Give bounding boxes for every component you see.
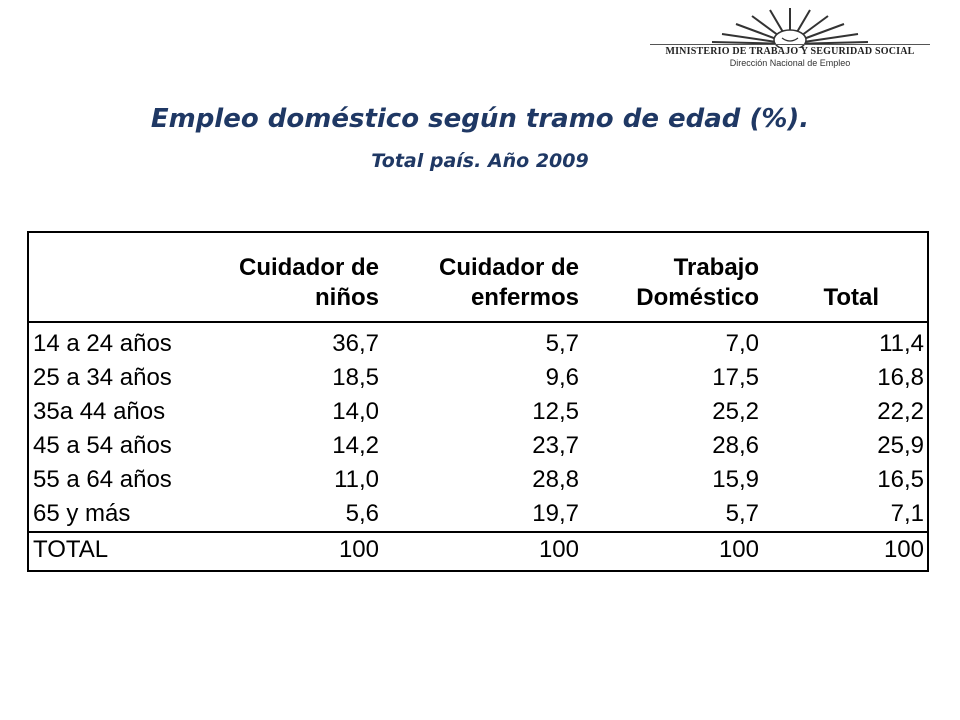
logo-divider — [650, 44, 930, 45]
cell-value: 18,5 — [332, 364, 379, 391]
cell-value: 16,8 — [877, 364, 924, 391]
cell-value: 5,7 — [725, 500, 759, 527]
header-line: Doméstico — [636, 284, 759, 311]
ministry-logo: MINISTERIO DE TRABAJO Y SEGURIDAD SOCIAL… — [640, 4, 940, 68]
cell-value: 7,1 — [890, 500, 924, 527]
cell-value: 14,0 — [332, 398, 379, 425]
cell-value: 15,9 — [712, 466, 759, 493]
employment-table: Cuidador de niños Cuidador de enfermos T… — [29, 233, 927, 567]
header-cuidador-enfermos: Cuidador de enfermos — [382, 233, 582, 323]
table-total-row: TOTAL 100 100 100 100 — [29, 531, 927, 567]
cell-value: 12,5 — [532, 398, 579, 425]
cell-value: 17,5 — [712, 364, 759, 391]
row-label: 25 a 34 años — [33, 364, 172, 391]
cell-value: 28,8 — [532, 466, 579, 493]
row-label: 65 y más — [33, 500, 131, 527]
cell-value: 14,2 — [332, 432, 379, 459]
cell-value: 11,0 — [334, 466, 379, 493]
logo-department: Dirección Nacional de Empleo — [729, 58, 851, 68]
table-row: 35a 44 años 14,0 12,5 25,2 22,2 — [29, 395, 927, 429]
cell-value: 100 — [762, 531, 927, 567]
sun-emblem-icon — [711, 8, 869, 48]
cell-value: 19,7 — [532, 500, 579, 527]
header-trabajo-domestico: Trabajo Doméstico — [582, 233, 762, 323]
header-cuidador-ninos: Cuidador de niños — [189, 233, 382, 323]
row-label: 35a 44 años — [33, 398, 166, 425]
header-line: Cuidador de — [238, 254, 379, 281]
cell-value: 9,6 — [545, 364, 579, 391]
table-row: 14 a 24 años 36,7 5,7 7,0 11,4 — [29, 322, 927, 361]
page-subtitle: Total país. Año 2009 — [371, 150, 589, 172]
table-row: 55 a 64 años 11,0 28,8 15,9 16,5 — [29, 463, 927, 497]
logo-organization: MINISTERIO DE TRABAJO Y SEGURIDAD SOCIAL — [665, 46, 915, 57]
header-line: Trabajo — [673, 254, 759, 281]
cell-value: 7,0 — [725, 330, 759, 357]
table-row: 25 a 34 años 18,5 9,6 17,5 16,8 — [29, 361, 927, 395]
cell-value: 100 — [189, 531, 382, 567]
header-stub — [29, 233, 189, 323]
cell-value: 16,5 — [877, 466, 924, 493]
cell-value: 28,6 — [712, 432, 759, 459]
cell-value: 25,9 — [877, 432, 924, 459]
cell-value: 25,2 — [712, 398, 759, 425]
header-line: enfermos — [470, 284, 579, 311]
row-label: 45 a 54 años — [33, 432, 172, 459]
cell-value: 100 — [382, 531, 582, 567]
header-total: Total — [762, 233, 927, 323]
cell-value: 23,7 — [532, 432, 579, 459]
page-title: Empleo doméstico según tramo de edad (%)… — [150, 104, 810, 134]
row-label: 14 a 24 años — [33, 330, 172, 357]
table-header-row: Cuidador de niños Cuidador de enfermos T… — [29, 233, 927, 323]
cell-value: 11,4 — [879, 330, 924, 357]
header-line: Total — [823, 284, 879, 311]
header-line: Cuidador de — [438, 254, 579, 281]
cell-value: 36,7 — [332, 330, 379, 357]
table-row: 65 y más 5,6 19,7 5,7 7,1 — [29, 497, 927, 532]
data-table-frame: Cuidador de niños Cuidador de enfermos T… — [27, 231, 929, 572]
header-line: niños — [315, 284, 379, 311]
total-label: TOTAL — [29, 531, 189, 567]
row-label: 55 a 64 años — [33, 466, 172, 493]
table-row: 45 a 54 años 14,2 23,7 28,6 25,9 — [29, 429, 927, 463]
cell-value: 22,2 — [877, 398, 924, 425]
cell-value: 5,7 — [545, 330, 579, 357]
cell-value: 5,6 — [345, 500, 379, 527]
cell-value: 100 — [582, 531, 762, 567]
